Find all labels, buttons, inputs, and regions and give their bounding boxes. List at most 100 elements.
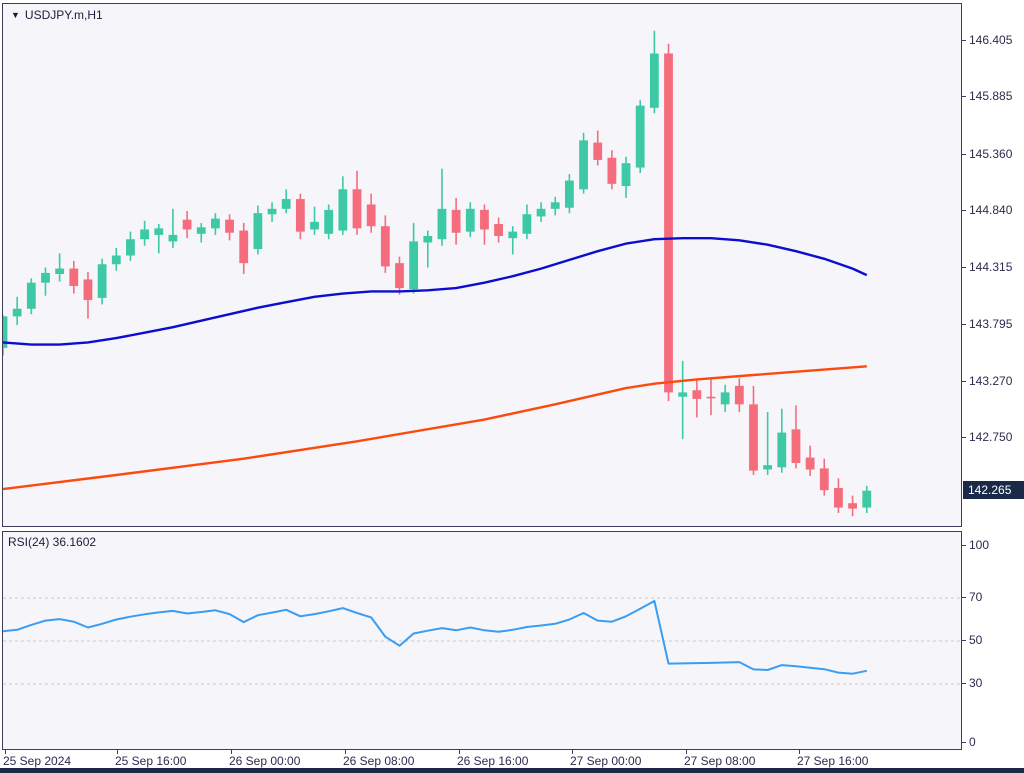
candle-down <box>83 279 93 301</box>
rsi-line <box>3 600 868 675</box>
bottom-bar <box>0 768 1024 773</box>
candle-down <box>805 457 815 470</box>
candle-up <box>437 208 447 240</box>
time-axis-label: 26 Sep 16:00 <box>457 754 529 768</box>
candle-up <box>55 268 65 275</box>
candle-up <box>508 231 518 239</box>
candle-down <box>706 396 716 399</box>
candle-down <box>380 226 390 267</box>
candle-down <box>749 404 758 471</box>
candle-up <box>550 202 560 209</box>
time-axis-tick <box>5 750 6 754</box>
rsi-axis-tick <box>962 545 966 546</box>
price-axis-label: 145.360 <box>969 146 1013 161</box>
candle-down <box>239 230 249 264</box>
candle-up <box>111 255 121 265</box>
rsi-axis-tick <box>962 742 966 743</box>
price-axis-tick <box>962 209 966 211</box>
candle-up <box>678 392 688 397</box>
price-axis-label: 142.750 <box>969 430 1013 445</box>
candle-up <box>536 208 546 217</box>
time-axis-tick <box>345 750 346 754</box>
dropdown-triangle-icon: ▼ <box>11 10 20 20</box>
candle-up <box>324 209 334 234</box>
candle-down <box>791 429 801 464</box>
candle-up <box>97 264 107 298</box>
rsi-axis-tick <box>962 597 966 598</box>
candle-down <box>352 189 362 229</box>
candlestick-chart <box>3 30 872 517</box>
rsi-axis-tick <box>962 683 966 684</box>
time-axis-tick <box>686 750 687 754</box>
candle-down <box>366 204 376 227</box>
candle-up <box>3 316 8 348</box>
candle-up <box>423 235 433 243</box>
candle-up <box>565 180 574 208</box>
candle-down <box>451 209 461 233</box>
rsi-axis-label: 100 <box>969 538 990 552</box>
rsi-panel[interactable]: RSI(24) 36.1602 <box>2 531 962 750</box>
price-axis[interactable]: 142.265 146.405 145.885 145.360 144.840 144.… <box>962 0 1024 773</box>
candle-up <box>649 53 659 108</box>
time-axis-label: 25 Sep 16:00 <box>115 754 187 768</box>
candle-up <box>253 213 263 250</box>
candle-up <box>579 140 588 190</box>
candle-down <box>834 487 843 508</box>
candle-up <box>211 218 220 229</box>
price-axis-label: 143.795 <box>969 316 1013 331</box>
candle-up <box>409 241 419 290</box>
candle-down <box>734 385 744 405</box>
candle-down <box>480 209 489 230</box>
price-axis-label: 143.270 <box>969 373 1013 388</box>
rsi-axis-tick <box>962 640 966 641</box>
candle-down <box>848 503 857 509</box>
candle-down <box>395 263 404 289</box>
rsi-indicator-label: RSI(24) 36.1602 <box>8 535 97 549</box>
candle-up <box>720 392 730 405</box>
candle-down <box>69 268 79 286</box>
time-axis-tick <box>459 750 460 754</box>
candle-up <box>281 199 291 209</box>
candle-up <box>154 228 164 235</box>
time-axis-label: 25 Sep 2024 <box>3 754 72 768</box>
price-axis-tick <box>962 153 966 155</box>
candle-down <box>664 53 673 393</box>
price-axis-tick <box>962 40 966 41</box>
time-axis-tick <box>572 750 573 754</box>
candle-up <box>41 272 50 283</box>
price-axis-label: 144.840 <box>969 202 1013 217</box>
price-axis-label: 145.885 <box>969 89 1013 104</box>
current-price-badge: 142.265 <box>963 480 1024 499</box>
symbol-selector[interactable]: ▼ USDJPY.m,H1 <box>11 8 103 22</box>
rsi-axis-label: 70 <box>969 590 983 604</box>
price-axis-tick <box>962 380 966 382</box>
candle-up <box>140 229 149 240</box>
candle-up <box>635 105 645 168</box>
candle-up <box>12 308 22 317</box>
time-axis-label: 27 Sep 08:00 <box>684 754 756 768</box>
price-axis-label: 144.315 <box>969 260 1013 275</box>
time-axis-tick <box>231 750 232 754</box>
rsi-axis-label: 30 <box>969 676 983 690</box>
rsi-chart <box>3 597 961 685</box>
price-axis-tick <box>962 96 966 98</box>
candle-up <box>777 432 787 468</box>
price-axis-tick <box>962 437 966 439</box>
time-axis[interactable]: 25 Sep 2024 25 Sep 16:00 26 Sep 00:00 26 Se… <box>0 750 1024 768</box>
price-axis-tick <box>962 323 966 325</box>
candle-down <box>692 390 702 399</box>
time-axis-label: 26 Sep 08:00 <box>343 754 415 768</box>
candle-down <box>225 219 234 233</box>
candle-down <box>819 468 829 491</box>
candle-up <box>26 282 36 309</box>
candle-down <box>494 224 503 236</box>
time-axis-tick <box>799 750 800 754</box>
candle-down <box>593 142 603 160</box>
main-chart-panel[interactable]: ▼ USDJPY.m,H1 <box>2 3 962 527</box>
candle-up <box>862 490 872 508</box>
time-axis-label: 26 Sep 00:00 <box>229 754 301 768</box>
candle-up <box>267 208 277 215</box>
rsi-axis-label: 0 <box>969 735 976 749</box>
rsi-axis-label: 50 <box>969 633 983 647</box>
